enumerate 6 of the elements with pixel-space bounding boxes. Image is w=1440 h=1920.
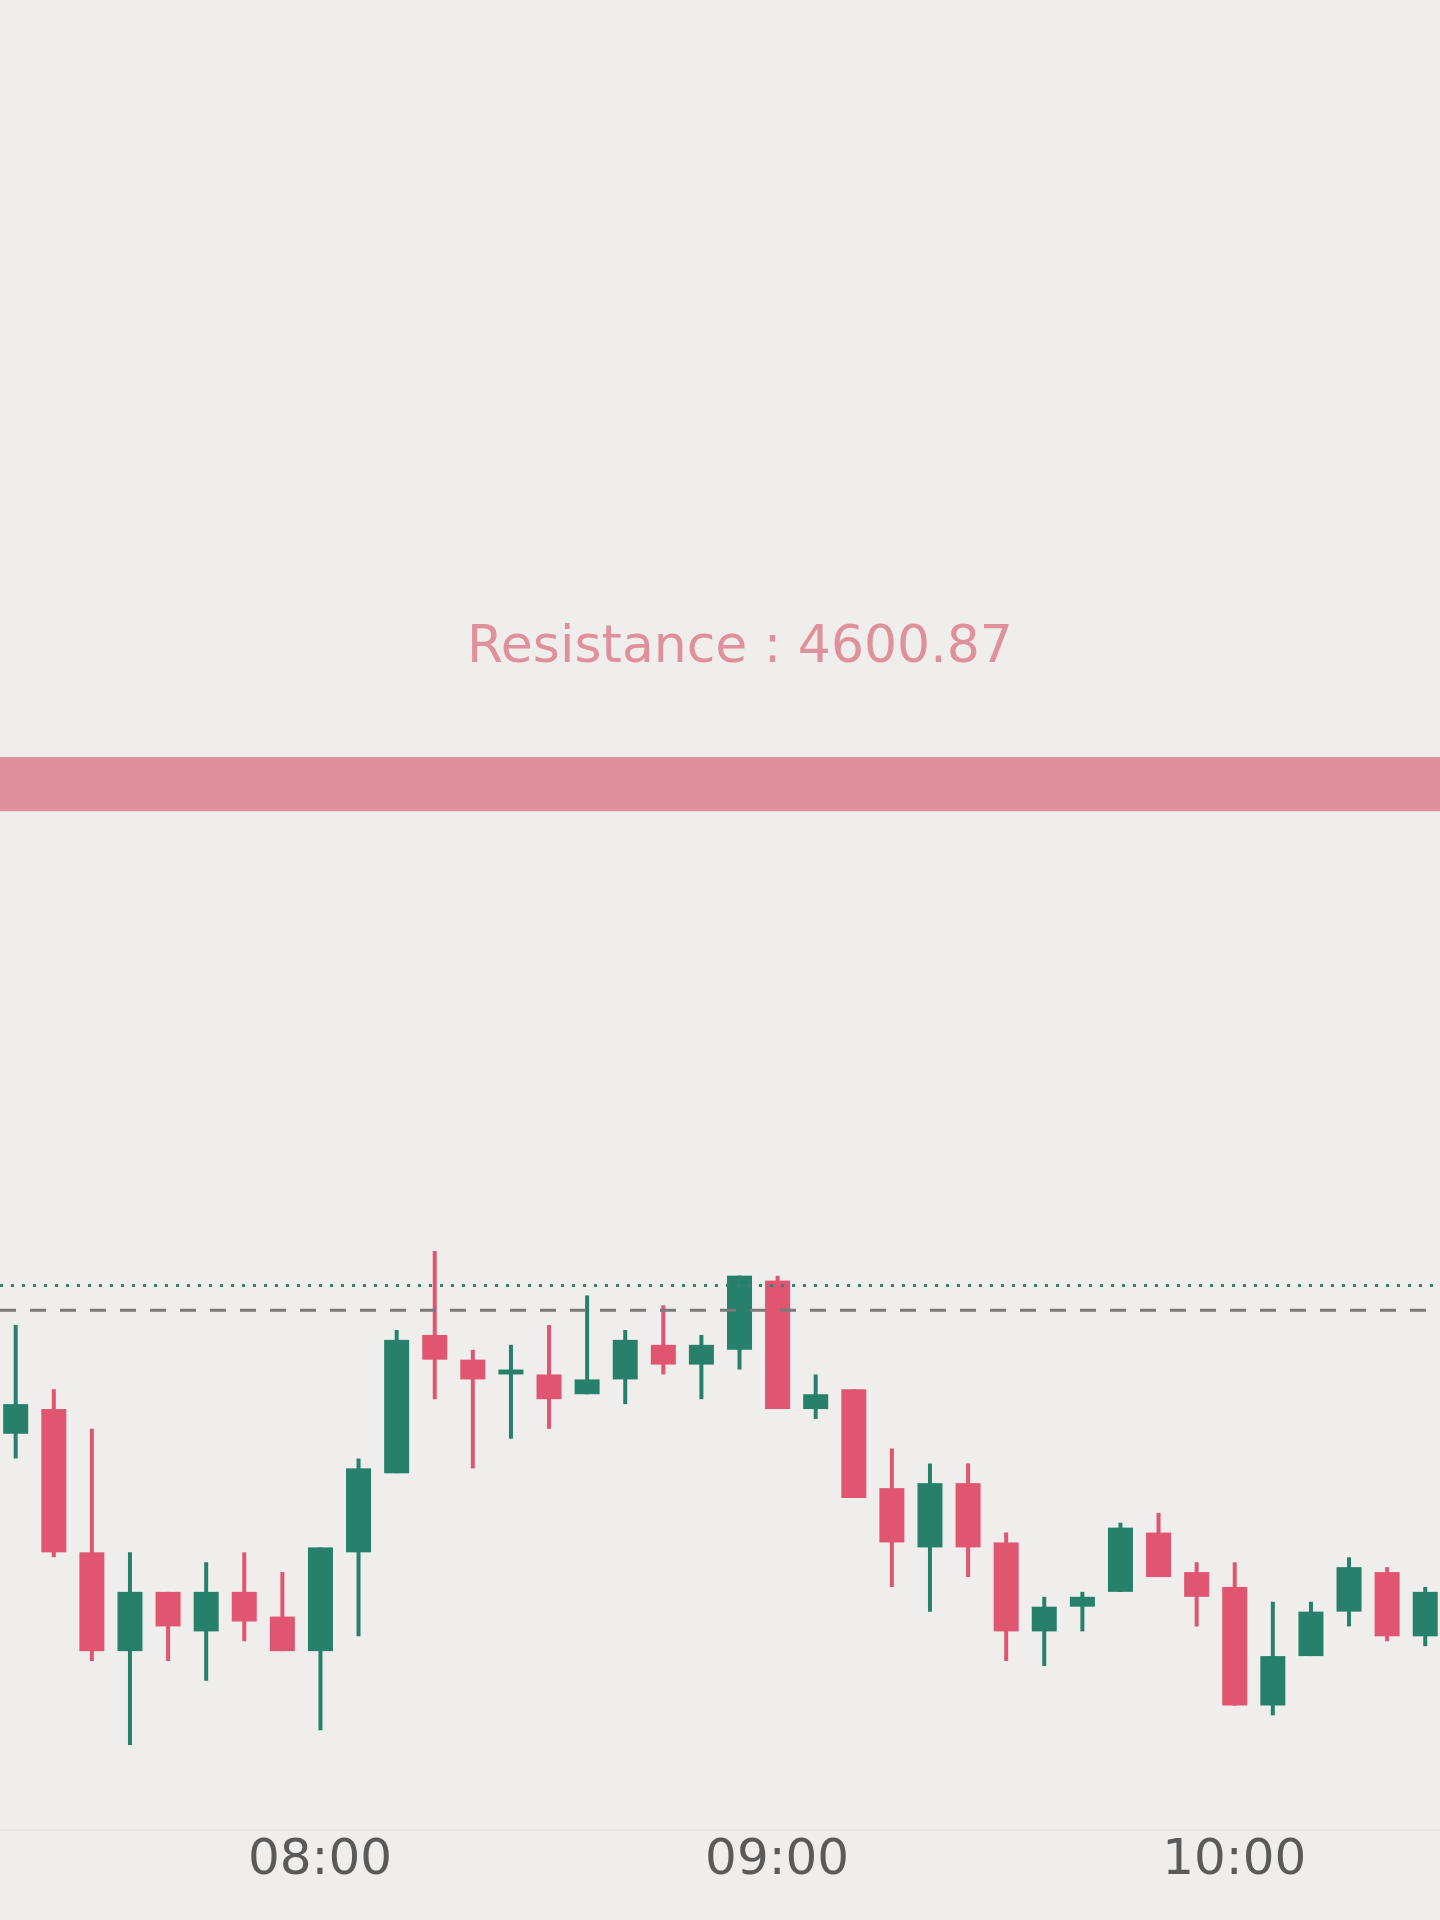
x-tick-label: 09:00 <box>705 1827 850 1886</box>
candlestick <box>460 1349 486 1469</box>
x-tick-label: 08:00 <box>247 1827 393 1886</box>
band-label: Resistance : 4600.87 <box>467 613 1013 674</box>
candlestick <box>1069 1591 1095 1632</box>
x-tick-label: 10:00 <box>1162 1827 1307 1886</box>
